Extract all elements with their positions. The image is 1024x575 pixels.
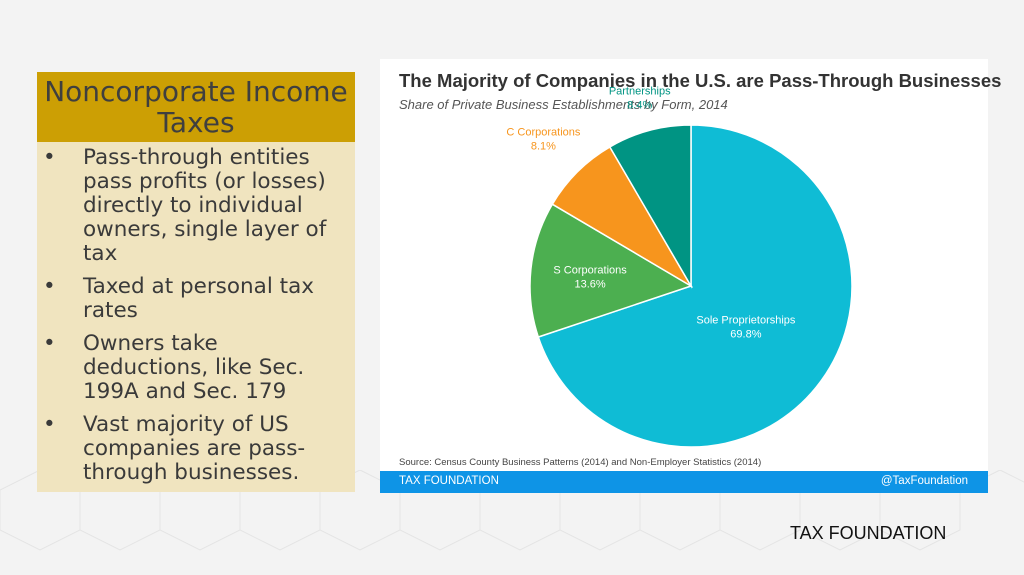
slice-label: S Corporations: [553, 264, 627, 276]
bullet-glyph: •: [43, 412, 56, 437]
slice-value-label: 8.4%: [627, 99, 652, 111]
chart-card: The Majority of Companies in the U.S. ar…: [380, 59, 1001, 493]
slice-label: C Corporations: [506, 127, 580, 139]
bullet-item: • Taxed at personal tax rates: [37, 275, 345, 323]
footer-handle: @TaxFoundation: [880, 475, 968, 487]
chart-footer-bar: TAX FOUNDATION @TaxFoundation: [380, 471, 988, 493]
footer-brand: TAX FOUNDATION: [399, 475, 499, 487]
pie-chart: Sole Proprietorships 69.8% S Corporations 1…: [506, 85, 853, 448]
chart-title: The Majority of Companies in the U.S. ar…: [399, 70, 1002, 91]
slice-label: Partnerships: [609, 85, 671, 97]
background-pattern: [0, 470, 1024, 551]
bullet-glyph: •: [43, 145, 56, 170]
pie-slice-sole-proprietorships: [537, 124, 853, 448]
bullet-item: • Owners take deductions, like Sec. 199A …: [37, 332, 345, 404]
bullet-item: • Vast majority of US companies are pass-…: [37, 413, 345, 485]
slice-value-label: 69.8%: [730, 329, 761, 341]
bullet-glyph: •: [43, 331, 56, 356]
bullet-glyph: •: [43, 274, 56, 299]
brand-name: TAX FOUNDATION: [790, 523, 947, 543]
bullet-item: • Pass-through entities pass profits (or …: [37, 146, 345, 266]
pie-slice-s-corporations: [529, 203, 693, 338]
chart-source: Source: Census County Business Patterns …: [399, 457, 762, 468]
panel-title: Noncorporate Income Taxes: [37, 72, 355, 142]
pie-slice-partnerships: [608, 124, 692, 289]
chart-subtitle: Share of Private Business Establishments…: [399, 97, 728, 112]
slice-label: Sole Proprietorships: [696, 315, 796, 327]
bullet-list: • Pass-through entities pass profits (or …: [37, 142, 355, 485]
bullet-text: Vast majority of US companies are pass-t…: [83, 412, 306, 485]
slice-value-label: 8.1%: [531, 141, 556, 153]
slice-value-label: 13.6%: [574, 278, 605, 290]
bullet-text: Pass-through entities pass profits (or l…: [83, 145, 327, 266]
noncorporate-panel: Noncorporate Income Taxes • Pass-through …: [37, 72, 355, 492]
bullet-text: Taxed at personal tax rates: [83, 274, 314, 323]
bullet-text: Owners take deductions, like Sec. 199A a…: [83, 331, 305, 404]
